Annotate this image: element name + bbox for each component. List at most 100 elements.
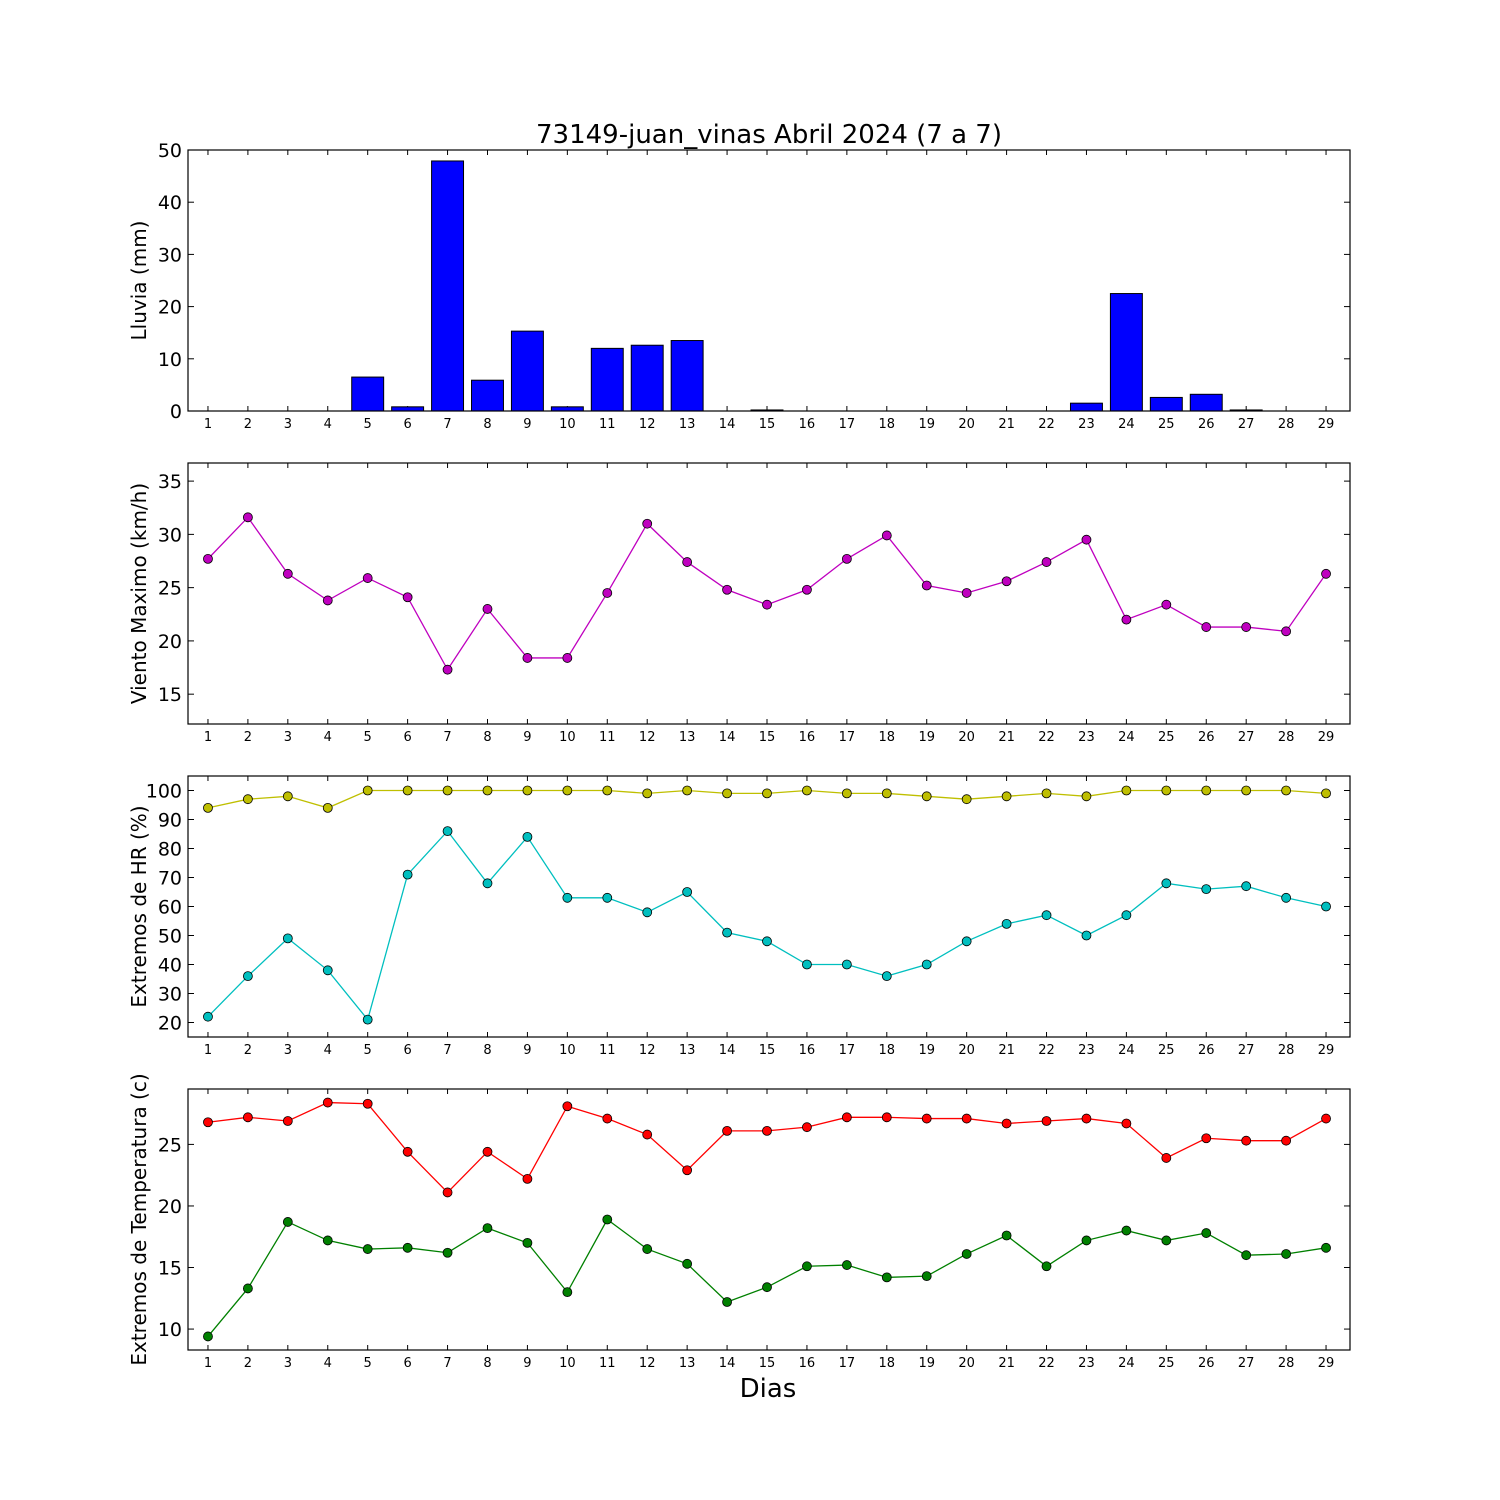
x-tick-label: 3 — [284, 1356, 292, 1371]
y-tick-label: 40 — [158, 192, 182, 214]
data-point — [642, 1244, 653, 1254]
data-point — [322, 1097, 333, 1108]
data-point — [522, 1173, 533, 1184]
y-tick-label: 30 — [158, 524, 182, 546]
data-point — [1201, 1228, 1212, 1238]
x-tick-label: 9 — [523, 1356, 531, 1371]
x-tick-label: 21 — [998, 730, 1015, 745]
x-tick-label: 7 — [443, 1043, 451, 1058]
x-tick-label: 23 — [1078, 417, 1095, 432]
y-tick-label: 50 — [158, 140, 182, 162]
data-point — [961, 1113, 972, 1124]
y-tick-label: 30 — [158, 984, 182, 1006]
x-tick-label: 28 — [1278, 1043, 1295, 1058]
x-tick-label: 25 — [1158, 417, 1175, 432]
series-line-1 — [207, 1101, 1327, 1194]
data-point — [1041, 1116, 1052, 1126]
data-point — [602, 785, 613, 796]
data-point — [881, 530, 892, 541]
chart-title: 73149-juan_vinas Abril 2024 (7 a 7) — [536, 120, 1002, 150]
x-tick-label: 24 — [1118, 417, 1135, 432]
x-tick-label: 12 — [639, 730, 656, 745]
x-tick-label: 14 — [719, 1043, 736, 1058]
y-tick-label: 40 — [158, 955, 182, 977]
y-tick-label: 15 — [158, 684, 182, 706]
data-point — [1321, 788, 1331, 799]
x-tick-label: 10 — [559, 1356, 576, 1371]
x-tick-label: 5 — [364, 1043, 372, 1058]
x-tick-label: 20 — [958, 730, 975, 745]
x-tick-label: 14 — [719, 1356, 736, 1371]
data-point — [1201, 1133, 1212, 1144]
data-point — [402, 869, 413, 880]
x-tick-label: 18 — [879, 1356, 896, 1371]
data-point — [1041, 788, 1052, 799]
data-point — [402, 1242, 413, 1253]
x-tick-label: 6 — [403, 1356, 411, 1371]
x-tick-label: 16 — [799, 1043, 816, 1058]
x-tick-label: 18 — [879, 1043, 896, 1058]
data-point — [642, 788, 653, 799]
bar-day-11 — [590, 347, 624, 412]
plot-frame — [187, 149, 1351, 412]
x-tick-label: 13 — [679, 730, 696, 745]
data-point — [442, 785, 453, 796]
x-tick-label: 22 — [1038, 1356, 1055, 1371]
x-axis-label: Dias — [740, 1374, 797, 1404]
bar-day-26 — [1189, 393, 1223, 412]
x-tick-label: 4 — [324, 417, 332, 432]
data-point — [921, 791, 932, 802]
data-point — [1241, 881, 1252, 892]
data-point — [921, 580, 932, 591]
data-point — [442, 826, 453, 836]
data-point — [1161, 1235, 1172, 1246]
x-tick-label: 21 — [998, 1043, 1015, 1058]
data-point — [1201, 622, 1212, 632]
data-point — [522, 785, 533, 796]
x-tick-label: 12 — [639, 1043, 656, 1058]
data-point — [362, 1244, 373, 1254]
x-tick-label: 17 — [839, 1356, 856, 1371]
x-tick-label: 8 — [483, 1043, 491, 1058]
data-point — [682, 785, 693, 796]
bar-day-23 — [1069, 402, 1103, 412]
x-tick-label: 24 — [1118, 730, 1135, 745]
data-point — [921, 1113, 932, 1124]
data-point — [242, 1283, 253, 1294]
data-point — [1041, 557, 1052, 567]
data-point — [482, 604, 493, 614]
data-point — [682, 1165, 693, 1176]
data-point — [1281, 892, 1292, 903]
x-tick-label: 25 — [1158, 1043, 1175, 1058]
x-tick-label: 23 — [1078, 1043, 1095, 1058]
data-point — [1081, 534, 1092, 545]
data-point — [762, 1282, 772, 1293]
data-point — [562, 785, 573, 796]
x-tick-label: 15 — [759, 730, 776, 745]
x-tick-label: 23 — [1078, 1356, 1095, 1371]
x-tick-label: 15 — [759, 417, 776, 432]
data-point — [1281, 1135, 1292, 1146]
x-tick-label: 22 — [1038, 730, 1055, 745]
data-point — [1121, 614, 1132, 625]
x-tick-label: 29 — [1318, 417, 1335, 432]
x-tick-label: 12 — [639, 417, 656, 432]
x-tick-label: 8 — [483, 1356, 491, 1371]
x-tick-label: 7 — [443, 417, 451, 432]
y-tick-label: 20 — [158, 1196, 182, 1218]
bar-day-7 — [431, 160, 465, 412]
data-point — [722, 1125, 732, 1136]
data-point — [1321, 901, 1331, 912]
x-tick-label: 2 — [244, 1043, 252, 1058]
data-point — [682, 557, 693, 567]
data-point — [282, 568, 293, 579]
x-tick-label: 5 — [364, 417, 372, 432]
data-point — [1321, 1113, 1331, 1124]
bar-day-9 — [510, 330, 544, 412]
data-point — [1241, 1250, 1252, 1261]
data-point — [881, 788, 892, 799]
y-tick-label: 80 — [158, 839, 182, 861]
x-tick-label: 17 — [839, 730, 856, 745]
data-point — [961, 1249, 972, 1259]
